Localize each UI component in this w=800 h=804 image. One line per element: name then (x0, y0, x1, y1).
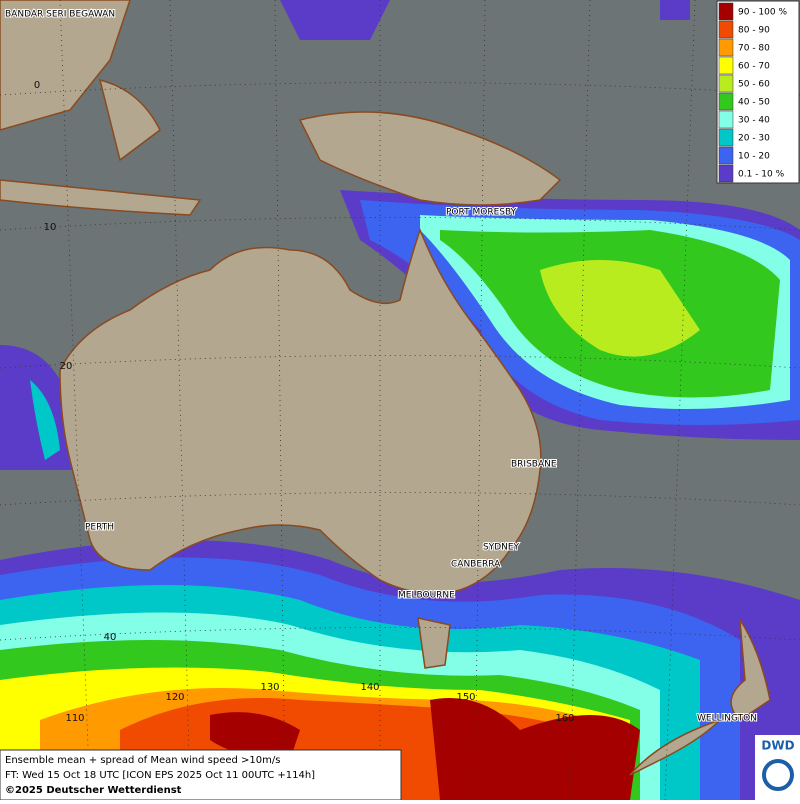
legend-label: 40 - 50 (738, 98, 770, 108)
legend-label: 30 - 40 (738, 116, 770, 126)
grid-label: 150 (456, 692, 475, 703)
grid-label: 160 (555, 713, 574, 724)
legend-swatch (718, 74, 734, 93)
city-label: PERTH (85, 523, 114, 533)
logo-text: DWD (761, 739, 794, 753)
legend-label: 90 - 100 % (738, 8, 787, 18)
city-label: PORT MORESBY (446, 208, 517, 218)
legend-swatch (718, 164, 734, 183)
legend-label: 0.1 - 10 % (738, 170, 785, 180)
legend-label: 50 - 60 (738, 80, 770, 90)
legend-swatch (718, 128, 734, 147)
city-label: MELBOURNE (398, 591, 455, 601)
legend-swatch (718, 2, 734, 21)
footer-line: ©2025 Deutscher Wetterdienst (5, 785, 182, 796)
legend-swatch (718, 92, 734, 111)
legend-label: 10 - 20 (738, 152, 770, 162)
city-label: CANBERRA (451, 560, 501, 570)
legend-swatch (718, 146, 734, 165)
legend-label: 60 - 70 (738, 62, 770, 72)
grid-label: 40 (104, 632, 117, 643)
legend-swatch (718, 56, 734, 75)
legend-label: 80 - 90 (738, 26, 770, 36)
footer-line: Ensemble mean + spread of Mean wind spee… (5, 755, 280, 766)
grid-label: 20 (60, 361, 73, 372)
grid-label: 130 (260, 682, 279, 693)
logo-icon (762, 759, 794, 791)
grid-label: 0 (34, 80, 40, 91)
footer-line: FT: Wed 15 Oct 18 UTC [ICON EPS 2025 Oct… (5, 770, 315, 781)
legend-swatch (718, 38, 734, 57)
grid-label: 10 (44, 222, 57, 233)
city-label: BRISBANE (511, 460, 557, 470)
grid-label: 110 (65, 713, 84, 724)
legend-swatch (718, 20, 734, 39)
grid-label: 120 (165, 692, 184, 703)
legend-label: 20 - 30 (738, 134, 770, 144)
city-label: SYDNEY (483, 543, 520, 553)
grid-label: 140 (360, 682, 379, 693)
city-label: WELLINGTON (697, 714, 757, 724)
legend-swatch (718, 110, 734, 129)
footer-box (0, 749, 402, 801)
city-label: BANDAR SERI BEGAWAN (5, 10, 115, 20)
legend-label: 70 - 80 (738, 44, 770, 54)
land (0, 0, 771, 776)
